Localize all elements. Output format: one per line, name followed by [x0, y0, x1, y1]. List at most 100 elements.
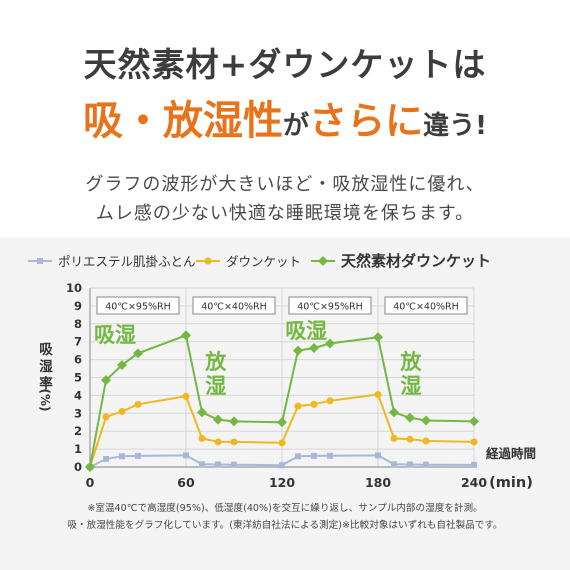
x-axis-label: 経過時間 [486, 446, 536, 461]
legend-label-1: ポリエステル肌掛ふとん [58, 254, 196, 269]
annotation-absorb: 吸湿 [285, 319, 327, 343]
data-point-series-2 [422, 437, 430, 445]
data-point-series-3 [117, 359, 127, 370]
data-point-series-1 [199, 461, 205, 468]
data-point-series-1 [375, 452, 381, 459]
y-axis-label: 率 [39, 375, 53, 392]
legend-label-3: 天然素材ダウンケット [341, 252, 491, 270]
headline-highlight-2: さらに [309, 99, 424, 143]
data-point-series-3 [309, 342, 319, 353]
footnote-line-2: 吸・放湿性能をグラフ化しています。(東洋紡自社法による測定)※比較対象はいずれも… [67, 520, 503, 531]
condition-box-1 [96, 296, 180, 315]
x-tick-label: 240 [461, 475, 487, 490]
data-point-series-3 [197, 407, 207, 418]
headline-main: 吸・放湿性がさらに違う! [0, 88, 570, 146]
y-tick-label: 7 [74, 335, 82, 349]
x-tick-label: 180 [365, 475, 391, 490]
annotation-release-char: 放 [399, 350, 422, 374]
data-point-series-2 [390, 434, 398, 442]
data-point-series-2 [230, 438, 238, 446]
x-axis-unit: (min) [489, 475, 533, 491]
y-tick-label: 8 [74, 317, 82, 331]
condition-box-3 [288, 296, 372, 315]
data-point-series-1 [391, 461, 397, 468]
data-point-series-1 [311, 452, 317, 459]
data-point-series-2 [374, 391, 382, 399]
headline-particle: が [283, 111, 310, 141]
y-tick-label: 3 [74, 406, 82, 420]
y-tick-label: 10 [66, 281, 82, 295]
condition-box-label-4: 40℃×40%RH [393, 302, 459, 313]
data-point-series-1 [279, 462, 285, 469]
y-axis-label: 吸 [39, 342, 53, 358]
data-point-series-3 [213, 414, 223, 425]
annotation-release-char: 湿 [205, 374, 226, 398]
description: グラフの波形が大きいほど・吸放湿性に優れ、 ムレ感の少ない快適な睡眠環境を保ちま… [0, 170, 570, 228]
data-point-series-3 [373, 332, 383, 343]
chart-panel: ポリエステル肌掛ふとん ダウンケット 天然素材ダウンケット 0 1 2 3 4 5 6 7 8 9 10 0… [0, 238, 570, 570]
data-point-series-1 [327, 452, 333, 459]
data-point-series-3 [133, 348, 143, 359]
legend-marker-3 [318, 256, 328, 266]
x-tick-label: 60 [177, 475, 195, 490]
data-point-series-2 [470, 438, 478, 446]
data-point-series-3 [293, 345, 303, 356]
data-point-series-3 [101, 375, 111, 386]
y-tick-label: 4 [74, 388, 82, 402]
data-point-series-2 [182, 392, 190, 400]
data-point-series-2 [198, 434, 206, 442]
headline-tail: 違う! [423, 111, 487, 141]
data-point-series-3 [85, 462, 95, 472]
annotation-release-char: 湿 [400, 374, 421, 398]
data-point-series-3 [469, 416, 479, 427]
data-point-series-1 [215, 461, 221, 468]
data-point-series-3 [229, 416, 239, 427]
data-point-series-1 [471, 461, 477, 468]
y-tick-label: 9 [74, 299, 82, 313]
legend-marker-1 [37, 258, 43, 264]
data-point-series-3 [181, 330, 191, 341]
data-point-series-1 [103, 455, 109, 462]
data-point-series-3 [389, 407, 399, 418]
y-axis-label: (%) [38, 389, 52, 412]
data-point-series-2 [102, 413, 110, 421]
data-point-series-2 [310, 400, 318, 408]
data-point-series-2 [214, 438, 222, 446]
data-point-series-1 [423, 461, 429, 468]
data-point-series-1 [231, 461, 237, 468]
description-line-2: ムレ感の少ない快適な睡眠環境を保ちます。 [95, 203, 475, 224]
data-point-series-1 [119, 453, 125, 460]
y-tick-label: 1 [74, 442, 82, 456]
legend-marker-2 [204, 257, 212, 265]
data-point-series-3 [405, 412, 415, 423]
y-tick-label: 0 [74, 460, 82, 474]
data-point-series-2 [326, 397, 334, 405]
data-point-series-2 [118, 408, 126, 416]
headline-top: 天然素材+ダウンケットは [83, 45, 487, 84]
data-point-series-2 [406, 435, 414, 443]
x-tick-label: 120 [269, 475, 295, 490]
annotation-release-char: 放 [204, 350, 227, 374]
data-point-series-1 [407, 461, 413, 468]
y-tick-label: 5 [74, 371, 82, 385]
data-point-series-1 [135, 452, 141, 459]
footnote-line-1: ※室温40℃で高湿度(95%)、低湿度(40%)を交互に繰り返し、サンプル内部の… [87, 503, 483, 514]
data-point-series-2 [134, 400, 142, 408]
condition-box-label-2: 40℃×40%RH [201, 302, 267, 313]
y-tick-label: 2 [74, 424, 82, 438]
condition-box-label-1: 40℃×95%RH [105, 302, 171, 313]
annotation-absorb: 吸湿 [94, 323, 136, 347]
description-line-1: グラフの波形が大きいほど・吸放湿性に優れ、 [85, 174, 485, 195]
x-tick-label: 0 [86, 475, 95, 490]
legend-label-2: ダウンケット [226, 254, 301, 269]
headline-highlight-1: 吸・放湿性 [83, 98, 284, 144]
condition-box-4 [384, 296, 468, 315]
y-tick-label: 6 [74, 353, 82, 367]
condition-box-label-3: 40℃×95%RH [297, 302, 363, 313]
condition-box-2 [192, 296, 276, 315]
data-point-series-2 [278, 439, 286, 447]
y-axis-label: 湿 [39, 359, 53, 375]
data-point-series-3 [277, 417, 287, 428]
data-point-series-3 [325, 338, 335, 349]
data-point-series-1 [183, 452, 189, 459]
